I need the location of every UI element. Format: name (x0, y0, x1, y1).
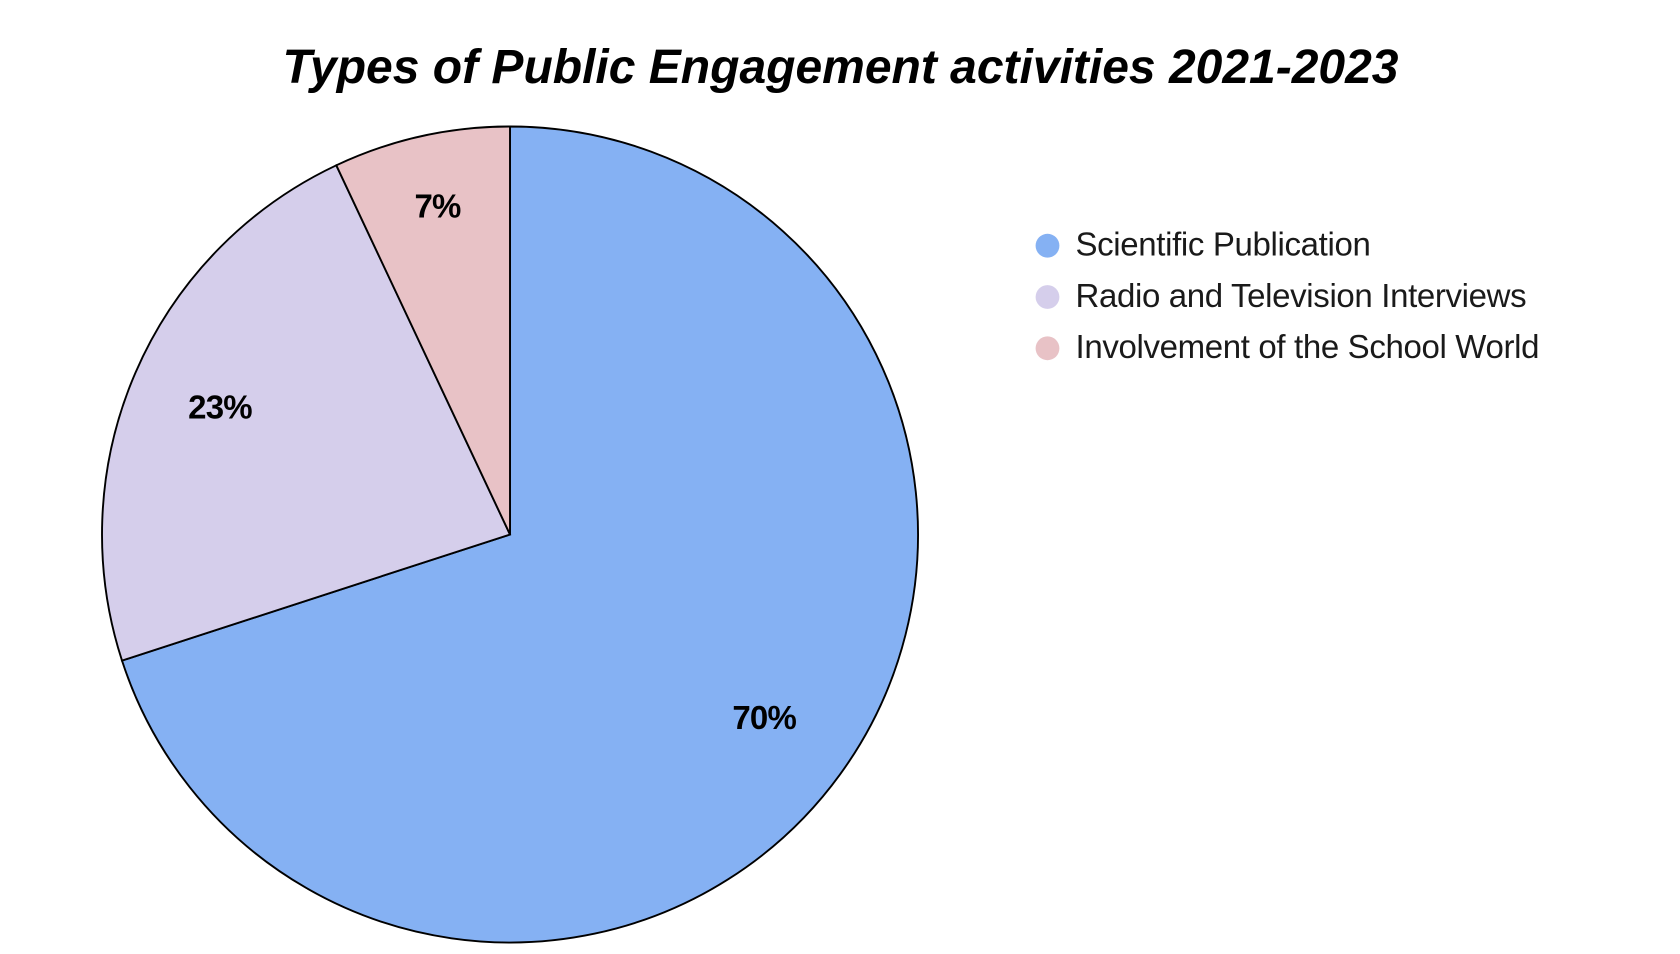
svg-text:Radio and Television Interview: Radio and Television Interviews (1076, 277, 1527, 314)
svg-text:23%: 23% (188, 388, 252, 425)
svg-text:7%: 7% (414, 188, 461, 225)
svg-text:Types of Public Engagement act: Types of Public Engagement activities 20… (283, 41, 1399, 94)
svg-text:Scientific Publication: Scientific Publication (1076, 226, 1371, 263)
svg-text:70%: 70% (732, 699, 796, 736)
svg-text:Involvement of the School Worl: Involvement of the School World (1076, 328, 1540, 365)
